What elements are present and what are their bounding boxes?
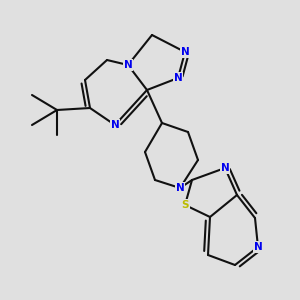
Text: N: N: [174, 73, 182, 83]
Text: N: N: [181, 47, 189, 57]
Text: N: N: [111, 120, 119, 130]
Text: N: N: [124, 60, 132, 70]
Text: N: N: [220, 163, 230, 173]
Text: S: S: [181, 200, 189, 210]
Text: N: N: [176, 183, 184, 193]
Text: N: N: [254, 242, 262, 252]
